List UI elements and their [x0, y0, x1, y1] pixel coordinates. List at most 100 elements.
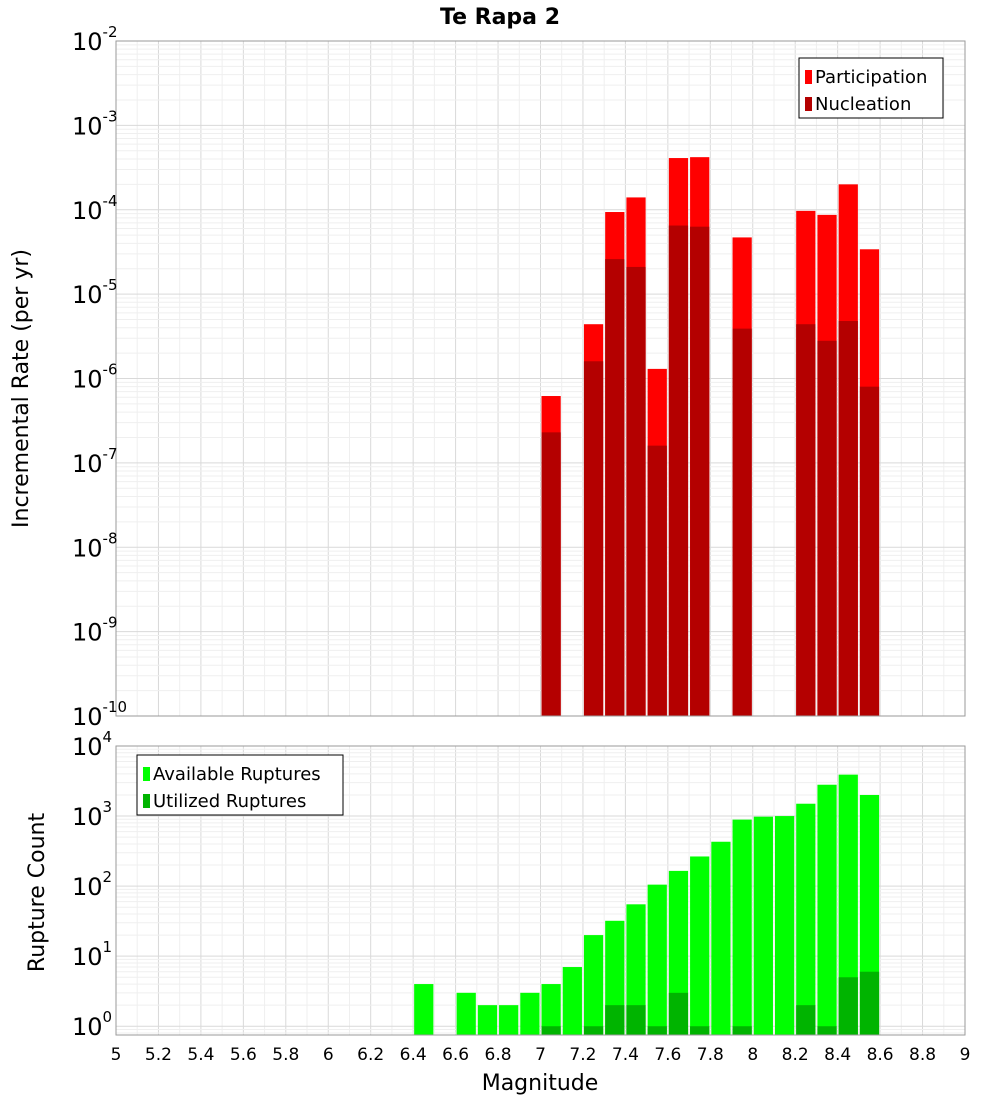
bar [477, 1005, 498, 1035]
bar [817, 784, 837, 1035]
x-tick-label: 5.2 [145, 1045, 172, 1065]
y-axis-label-top: Incremental Rate (per yr) [9, 249, 34, 528]
bar [605, 1005, 625, 1035]
x-tick-labels: 5 5.2 5.4 5.6 5.8 6 6.2 6.4 6.6 6.8 7 7.2 7.4 7.6 7.8 8… [111, 1045, 971, 1065]
x-tick-label: 5 [111, 1045, 122, 1065]
x-tick-label: 7.8 [697, 1045, 724, 1065]
x-tick-label: 6 [323, 1045, 334, 1065]
legend-label: Participation [815, 67, 927, 88]
legend-2: Available Ruptures Utilized Ruptures [136, 754, 344, 816]
bar [817, 340, 837, 716]
bar [626, 266, 646, 716]
bar [647, 445, 667, 716]
y-tick-label: 100 [72, 1008, 112, 1041]
legend-label: Nucleation [815, 94, 911, 115]
bar [414, 984, 434, 1035]
x-tick-label: 5.6 [230, 1045, 257, 1065]
y-tick-label: 10-2 [72, 23, 118, 56]
bar [838, 321, 858, 716]
bar [541, 432, 561, 716]
bar [859, 386, 880, 716]
x-tick-label: 8 [747, 1045, 758, 1065]
legend-box [136, 754, 344, 816]
bar [583, 1026, 604, 1035]
y-tick-label: 104 [72, 728, 112, 761]
y-tick-label: 10-9 [72, 614, 118, 647]
bar [605, 259, 625, 716]
chart-title: Te Rapa 2 [440, 5, 560, 30]
y-tick-labels-2: 104 103 102 101 100 [72, 728, 112, 1041]
bar [456, 992, 476, 1035]
bar [668, 992, 689, 1035]
y-tick-label: 103 [72, 798, 112, 831]
bar [753, 816, 773, 1035]
x-tick-label: 7.2 [569, 1045, 596, 1065]
bar [647, 884, 667, 1035]
x-tick-label: 8.2 [782, 1045, 809, 1065]
bar [859, 971, 880, 1035]
series-2-1 [541, 971, 880, 1035]
bar [647, 1026, 667, 1035]
x-tick-label: 7 [535, 1045, 546, 1065]
bar [668, 225, 689, 716]
y-tick-label: 10-7 [72, 445, 118, 478]
x-tick-label: 8.6 [867, 1045, 894, 1065]
bar [732, 1026, 752, 1035]
y-tick-label: 101 [72, 938, 112, 971]
y-tick-label: 10-10 [72, 698, 127, 731]
bar [838, 977, 858, 1035]
bar [541, 1026, 561, 1035]
y-tick-label: 10-4 [72, 192, 118, 225]
x-tick-label: 6.8 [485, 1045, 512, 1065]
x-axis-label: Magnitude [482, 1071, 599, 1096]
bar [817, 1026, 837, 1035]
x-tick-label: 7.4 [612, 1045, 639, 1065]
bar [838, 774, 858, 1035]
bar [562, 967, 582, 1035]
bar [690, 1026, 710, 1035]
bar [499, 1005, 519, 1035]
bar [583, 935, 604, 1035]
bar [690, 856, 710, 1035]
y-axis-label-bottom: Rupture Count [25, 813, 50, 973]
y-tick-labels-1: 10-2 10-3 10-4 10-5 10-6 10-7 10-8 10-9 10-10 [72, 23, 127, 731]
legend-swatch [143, 767, 150, 781]
y-tick-label: 10-6 [72, 361, 118, 394]
bar [626, 1005, 646, 1035]
plot-frame-1 [115, 40, 966, 717]
legend-1: Participation Nucleation [798, 57, 944, 119]
plot-frame-2 [115, 745, 966, 1036]
grid-1 [115, 40, 966, 717]
bar [774, 816, 795, 1035]
x-tick-label: 7.6 [654, 1045, 681, 1065]
series-1-1 [541, 225, 880, 716]
y-tick-label: 102 [72, 868, 112, 901]
x-tick-label: 5.4 [187, 1045, 214, 1065]
legend-label: Available Ruptures [153, 764, 321, 785]
bar [690, 226, 710, 716]
y-tick-label: 10-3 [72, 107, 118, 140]
bar [732, 819, 752, 1035]
y-tick-label: 10-8 [72, 529, 118, 562]
bar [541, 984, 561, 1035]
bar [626, 904, 646, 1035]
x-tick-label: 6.4 [400, 1045, 427, 1065]
x-tick-label: 9 [960, 1045, 971, 1065]
bar [796, 324, 816, 716]
bar [711, 841, 731, 1035]
y-tick-label: 10-5 [72, 276, 118, 309]
bar [796, 1005, 816, 1035]
legend-swatch [805, 70, 812, 84]
legend-label: Utilized Ruptures [153, 791, 306, 812]
legend-swatch [805, 97, 812, 111]
bar [796, 803, 816, 1035]
x-tick-label: 8.4 [824, 1045, 851, 1065]
legend-swatch [143, 794, 150, 808]
bar [583, 361, 604, 716]
legend-box [798, 57, 944, 119]
x-tick-label: 8.8 [909, 1045, 936, 1065]
x-tick-label: 6.6 [442, 1045, 469, 1065]
x-tick-label: 6.2 [357, 1045, 384, 1065]
